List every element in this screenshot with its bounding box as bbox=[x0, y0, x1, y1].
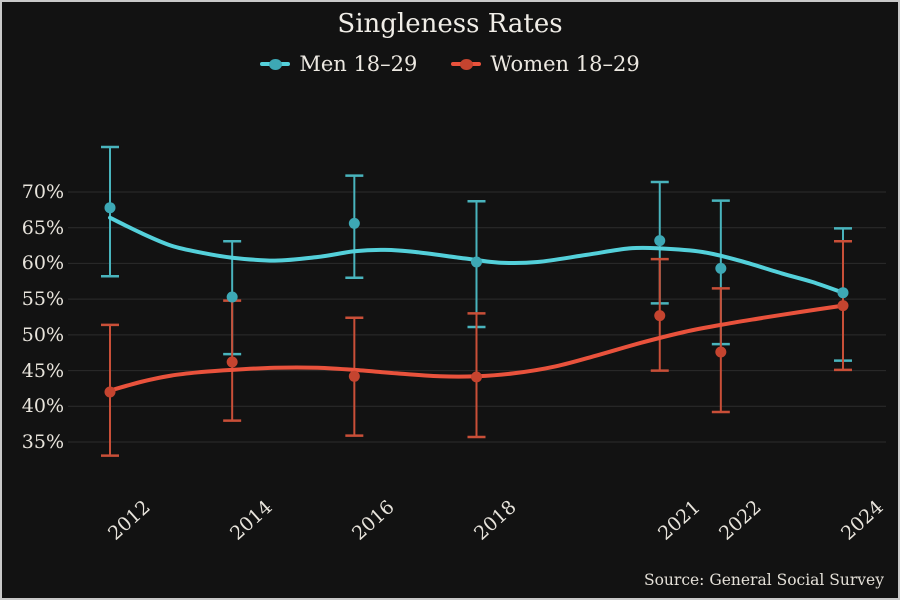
y-tick-label: 35% bbox=[21, 431, 64, 453]
chart-title: Singleness Rates bbox=[337, 9, 563, 39]
trend-line-series-0 bbox=[108, 215, 845, 295]
y-tick-label: 65% bbox=[21, 217, 64, 239]
data-points-series-1 bbox=[104, 300, 849, 398]
y-tick-label: 60% bbox=[21, 252, 64, 274]
legend-item-women: Women 18–29 bbox=[451, 52, 640, 76]
legend: Men 18–29 Women 18–29 bbox=[2, 52, 898, 76]
y-tick-label: 50% bbox=[21, 324, 64, 346]
source-caption: Source: General Social Survey bbox=[643, 571, 884, 589]
y-tick-label: 70% bbox=[21, 181, 64, 203]
legend-item-men: Men 18–29 bbox=[260, 52, 417, 76]
legend-label-men: Men 18–29 bbox=[299, 52, 418, 76]
legend-label-women: Women 18–29 bbox=[490, 52, 640, 76]
y-tick-label: 40% bbox=[21, 395, 64, 417]
women-legend-marker-icon bbox=[451, 58, 482, 70]
y-tick-label: 45% bbox=[21, 360, 64, 382]
data-points-series-0 bbox=[104, 202, 849, 303]
y-tick-label: 55% bbox=[21, 288, 64, 310]
men-legend-marker-icon bbox=[260, 58, 291, 70]
trend-line-series-1 bbox=[108, 303, 845, 393]
